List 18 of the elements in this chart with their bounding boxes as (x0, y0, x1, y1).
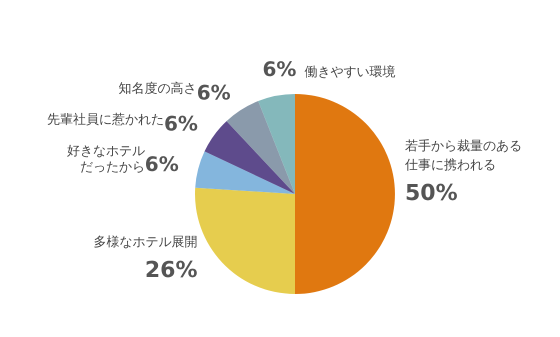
pie-slice (295, 94, 395, 294)
pie-slice (258, 94, 295, 194)
pie-slice (195, 151, 295, 194)
pie-slice (195, 188, 295, 294)
slice-label: 先輩社員に惹かれた (46, 112, 164, 128)
pie-slice (204, 121, 295, 194)
data-label: 6% (262, 57, 296, 82)
data-label: 26% (144, 258, 198, 284)
data-label: 50% (405, 181, 458, 206)
pie-slice (226, 101, 295, 194)
slice-label: 知名度の高さ (118, 80, 197, 97)
slice-label: 若手から裁量のある仕事に携われる (404, 139, 522, 173)
data-label: 6% (196, 80, 231, 105)
slice-label: 働きやすい環境 (304, 64, 396, 80)
data-label: 6% (144, 152, 179, 176)
slice-label: 多様なホテル展開 (94, 235, 198, 250)
data-label: 6% (164, 111, 198, 136)
slice-label: 好きなホテルだったから (66, 144, 145, 176)
